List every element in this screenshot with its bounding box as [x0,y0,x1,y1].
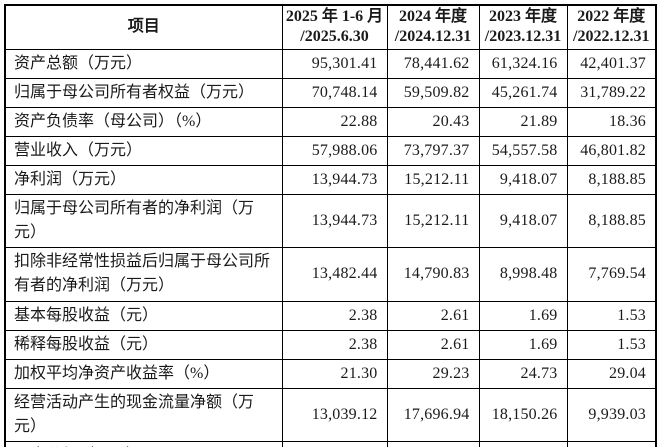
cell-value: 57,988.06 [281,135,388,166]
cell-value: 45,261.74 [478,77,568,108]
row-label: 资产总额（万元） [4,48,283,79]
row-label: 现金分红（万元） [4,440,283,447]
financial-summary-table: 项目 2025 年 1-6 月 /2025.6.30 2024 年度 /2024… [4,4,657,447]
table-row: 现金分红（万元）3,000.002,000.00-2,000.00 [4,440,657,447]
cell-value: 1.69 [478,300,568,331]
row-label: 加权平均净资产收益率（%） [4,358,283,389]
table-row: 资产总额（万元） 95,301.41 78,441.62 61,324.16 42,40… [4,48,657,79]
cell-value: 9,418.07 [478,164,568,195]
table-row: 资产负债率（母公司）（%） 22.88 20.43 21.89 18.36 [4,106,657,137]
row-label: 扣除非经常性损益后归属于母公司所有者的净利润（万元） [4,246,283,302]
cell-value: 31,789.22 [566,77,657,108]
table-row: 加权平均净资产收益率（%） 21.30 29.23 24.73 29.04 [4,358,657,389]
row-label: 资产负债率（母公司）（%） [4,106,283,137]
cell-value: 29.04 [566,358,657,389]
table-row: 扣除非经常性损益后归属于母公司所有者的净利润（万元） 13,482.44 14,79… [4,246,657,302]
cell-value: 15,212.11 [386,164,480,195]
cell-value: 2,000.00 [386,440,480,447]
cell-value: 13,039.12 [281,387,388,442]
cell-value: 24.73 [478,358,568,389]
header-period-line2: /2024.12.31 [394,28,472,46]
table-row: 经营活动产生的现金流量净额（万元） 13,039.12 17,696.94 18,15… [4,387,657,442]
cell-value: 20.43 [386,106,480,137]
header-period-line2: /2025.6.30 [300,28,369,46]
header-period-2024: 2024 年度 /2024.12.31 [386,4,480,50]
cell-value: 95,301.41 [281,48,388,79]
cell-value: 8,188.85 [566,164,657,195]
header-period-2025h1: 2025 年 1-6 月 /2025.6.30 [281,4,388,50]
cell-value: 8,998.48 [478,246,568,302]
cell-value: 54,557.58 [478,135,568,166]
header-period-line1: 2024 年度 [398,8,467,26]
cell-value: 61,324.16 [478,48,568,79]
cell-value: 2.38 [281,300,388,331]
cell-value: 1.69 [478,329,568,360]
cell-value: 21.30 [281,358,388,389]
cell-value: 8,188.85 [566,193,657,248]
header-period-line1: 2023 年度 [488,8,557,26]
row-label: 归属于母公司所有者的净利润（万元） [4,193,283,248]
cell-value: 13,482.44 [281,246,388,302]
header-period-2023: 2023 年度 /2023.12.31 [478,4,568,50]
header-period-line1: 2022 年度 [577,8,646,26]
cell-value: 2.61 [386,300,480,331]
table-row: 归属于母公司所有者的净利润（万元） 13,944.73 15,212.11 9,418… [4,193,657,248]
cell-value: 13,944.73 [281,164,388,195]
cell-value: 46,801.82 [566,135,657,166]
row-label: 净利润（万元） [4,164,283,195]
cell-value: 17,696.94 [386,387,480,442]
row-label: 稀释每股收益（元） [4,329,283,360]
cell-value: 13,944.73 [281,193,388,248]
cell-value: 18,150.26 [478,387,568,442]
cell-value: 9,418.07 [478,193,568,248]
row-label: 基本每股收益（元） [4,300,283,331]
table-header-row: 项目 2025 年 1-6 月 /2025.6.30 2024 年度 /2024… [4,4,657,50]
cell-value: 59,509.82 [386,77,480,108]
cell-value: 73,797.37 [386,135,480,166]
table-row: 净利润（万元） 13,944.73 15,212.11 9,418.07 8,188.8… [4,164,657,195]
row-label: 归属于母公司所有者权益（万元） [4,77,283,108]
header-item-column: 项目 [4,4,283,50]
row-label: 营业收入（万元） [4,135,283,166]
cell-value: 3,000.00 [281,440,388,447]
cell-value: 2.61 [386,329,480,360]
cell-value: 22.88 [281,106,388,137]
cell-value: 70,748.14 [281,77,388,108]
header-period-line2: /2023.12.31 [484,28,562,46]
table-row: 稀释每股收益（元） 2.38 2.61 1.69 1.53 [4,329,657,360]
cell-value: 42,401.37 [566,48,657,79]
cell-value: - [478,440,568,447]
cell-value: 29.23 [386,358,480,389]
header-period-2022: 2022 年度 /2022.12.31 [566,4,657,50]
cell-value: 18.36 [566,106,657,137]
cell-value: 78,441.62 [386,48,480,79]
table-row: 基本每股收益（元） 2.38 2.61 1.69 1.53 [4,300,657,331]
cell-value: 2,000.00 [566,440,657,447]
cell-value: 1.53 [566,329,657,360]
table-row: 营业收入（万元） 57,988.06 73,797.37 54,557.58 46,80… [4,135,657,166]
cell-value: 7,769.54 [566,246,657,302]
header-period-line1: 2025 年 1-6 月 [285,8,384,26]
cell-value: 21.89 [478,106,568,137]
cell-value: 2.38 [281,329,388,360]
table-row: 归属于母公司所有者权益（万元） 70,748.14 59,509.82 45,261.… [4,77,657,108]
cell-value: 15,212.11 [386,193,480,248]
cell-value: 9,939.03 [566,387,657,442]
row-label: 经营活动产生的现金流量净额（万元） [4,387,283,442]
cell-value: 14,790.83 [386,246,480,302]
cell-value: 1.53 [566,300,657,331]
header-period-line2: /2022.12.31 [573,28,650,46]
